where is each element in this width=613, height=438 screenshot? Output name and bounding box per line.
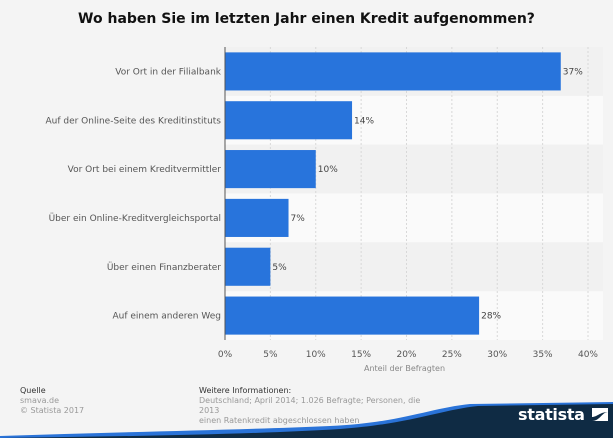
x-tick-label: 0% — [218, 350, 233, 360]
source-heading: Quelle — [20, 386, 46, 395]
brand-name: statista — [518, 405, 585, 424]
info-block: Weitere Informationen: Deutschland; Apri… — [199, 386, 439, 426]
bar[interactable] — [225, 198, 289, 237]
bar[interactable] — [225, 101, 353, 140]
x-tick-label: 30% — [487, 350, 507, 360]
category-label: Über ein Online-Kreditvergleichsportal — [49, 213, 221, 224]
x-axis-label: Anteil der Befragten — [364, 364, 445, 373]
bar[interactable] — [225, 150, 316, 189]
value-label: 5% — [272, 263, 287, 273]
bar[interactable] — [225, 52, 561, 91]
x-tick-label: 10% — [306, 350, 326, 360]
x-tick-label: 5% — [263, 350, 278, 360]
bar[interactable] — [225, 296, 480, 335]
x-tick-label: 25% — [442, 350, 462, 360]
category-label: Vor Ort in der Filialbank — [115, 67, 222, 77]
chart-title: Wo haben Sie im letzten Jahr einen Kredi… — [78, 11, 535, 27]
bar[interactable] — [225, 247, 271, 286]
value-label: 7% — [291, 214, 306, 224]
value-label: 10% — [318, 165, 338, 175]
value-label: 28% — [481, 312, 501, 322]
copyright: © Statista 2017 — [20, 406, 85, 415]
statista-logo[interactable]: statista — [518, 405, 608, 424]
info-heading: Weitere Informationen: — [199, 386, 292, 395]
x-tick-label: 20% — [396, 350, 416, 360]
row-band — [225, 242, 603, 292]
x-tick-label: 15% — [351, 350, 371, 360]
category-label: Auf einem anderen Weg — [113, 312, 222, 322]
category-label: Über einen Finanzberater — [107, 262, 221, 273]
category-label: Auf der Online-Seite des Kreditinstituts — [45, 116, 221, 126]
x-tick-label: 35% — [533, 350, 553, 360]
info-line-2: einen Ratenkredit abgeschlossen haben — [199, 416, 360, 425]
info-line-1: Deutschland; April 2014; 1.026 Befragte;… — [199, 396, 421, 415]
value-label: 37% — [563, 67, 583, 77]
x-tick-label: 40% — [578, 350, 598, 360]
source-block: Quelle smava.de © Statista 2017 — [20, 386, 84, 416]
value-label: 14% — [354, 116, 374, 126]
category-label: Vor Ort bei einem Kreditvermittler — [68, 165, 222, 175]
brand-banner — [0, 402, 613, 438]
statista-logo-icon — [591, 408, 608, 421]
source-link[interactable]: smava.de — [20, 396, 60, 405]
